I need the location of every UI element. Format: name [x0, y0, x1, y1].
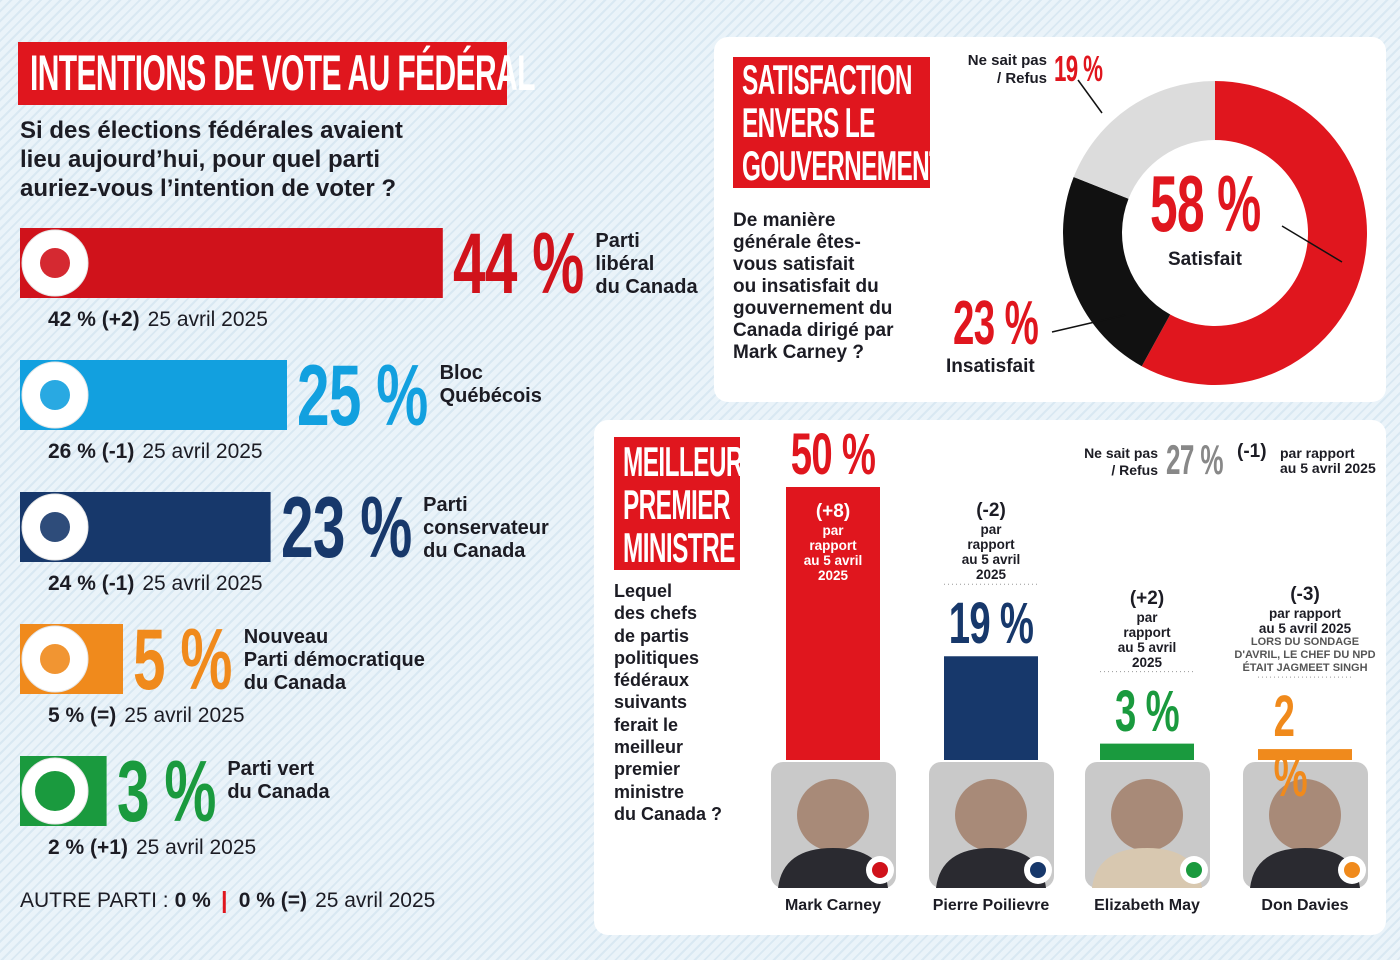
category-label: Parti libéral du Canada — [595, 230, 698, 298]
change-label: (+2) — [1129, 587, 1165, 609]
change-label: (-2) — [976, 500, 1006, 522]
bar — [20, 228, 443, 298]
portrait-head — [1111, 779, 1183, 851]
bar — [1100, 743, 1194, 760]
chart-subtitle: Si des élections fédérales avaient lieu … — [20, 117, 403, 202]
category-label: Nouveau Parti démocratique du Canada — [243, 626, 425, 694]
leader-line — [1051, 314, 1126, 333]
candidate-name: Elizabeth May — [1094, 897, 1200, 914]
portrait-head — [1269, 779, 1341, 851]
party-badge-mark — [872, 862, 888, 878]
title-box — [614, 437, 740, 570]
previous-date: 25 avril 2025 — [124, 704, 245, 727]
value-label: 25 % — [297, 348, 428, 444]
category-label: Parti conservateur du Canada — [423, 494, 549, 562]
party-logo-mark — [40, 512, 70, 542]
portrait-head — [797, 779, 869, 851]
previous-date: 25 avril 2025 — [142, 440, 263, 463]
candidate-name: Pierre Poilievre — [932, 897, 1050, 914]
portrait-head — [955, 779, 1027, 851]
change-label: (+8) — [815, 501, 851, 522]
undecided-value: 27 % — [1166, 436, 1223, 483]
previous-value: 26 % (-1) — [48, 440, 135, 463]
donut-segment — [1073, 81, 1215, 199]
value-label: 50 % — [790, 422, 876, 487]
undecided-label: Ne sait pas / Refus — [1084, 445, 1158, 478]
value-label: 23 % — [953, 289, 1039, 358]
value-label: 23 % — [280, 480, 412, 576]
title-box — [733, 57, 930, 188]
chart-title: MEILLEUR PREMIER MINISTRE — [623, 438, 743, 571]
change-label: (-3) — [1290, 584, 1320, 606]
value-label: 5 % — [133, 612, 232, 708]
value-label: 58 % — [1150, 159, 1261, 248]
undecided-note: par rapport au 5 avril 2025 — [1280, 445, 1376, 476]
other-label: AUTRE PARTI : — [20, 889, 169, 912]
previous-value: 24 % (-1) — [48, 572, 135, 595]
donut-segment — [1141, 81, 1368, 385]
value-label: 19 % — [948, 591, 1034, 657]
title-box — [18, 42, 507, 105]
bar — [944, 656, 1038, 760]
value-label: 44 % — [452, 216, 584, 312]
change-note: par rapport au 5 avril 2025 — [1117, 609, 1177, 670]
party-badge-mark — [1186, 862, 1202, 878]
chart-subtitle: De manière générale êtes- vous satisfait… — [733, 210, 894, 363]
category-label: Bloc Québécois — [439, 362, 542, 407]
change-note: par rapport au 5 avril 2025 — [803, 523, 863, 583]
change-block: (-3) par rapport au 5 avril 2025 LORS DU S… — [1230, 584, 1380, 675]
party-logo-mark — [40, 248, 70, 278]
previous-value: 5 % (=) — [48, 704, 117, 727]
bar — [786, 487, 880, 760]
category-label: Parti vert du Canada — [227, 758, 330, 803]
category-label: Ne sait pas / Refus — [967, 52, 1047, 87]
bar — [1258, 749, 1352, 760]
previous-date: 25 avril 2025 — [147, 308, 268, 331]
portrait-body — [936, 848, 1046, 888]
candidate-name: Mark Carney — [784, 897, 882, 914]
party-logo-mark — [35, 771, 75, 811]
undecided-change: (-1) — [1237, 441, 1267, 462]
chart-subtitle: Lequel des chefs de partis politiques fé… — [614, 581, 723, 824]
change-note: par rapport au 5 avril 2025 — [1258, 606, 1352, 637]
party-badge-mark — [1030, 862, 1046, 878]
category-label: Insatisfait — [946, 356, 1035, 377]
previous-value: 2 % (+1) — [48, 836, 128, 859]
party-logo-mark — [40, 380, 70, 410]
other-previous: 0 % (=) — [238, 889, 308, 912]
portrait-body — [778, 848, 888, 888]
party-badge-mark — [1344, 862, 1360, 878]
chart-title: INTENTIONS DE VOTE AU FÉDÉRAL — [30, 45, 535, 101]
chart-title: SATISFACTION ENVERS LE GOUVERNEMENT — [742, 56, 944, 189]
candidate-name: Don Davies — [1261, 897, 1349, 914]
change-block: (+2) par rapport au 5 avril 2025 — [1072, 588, 1222, 670]
previous-date: 25 avril 2025 — [142, 572, 263, 595]
value-label: 3 % — [116, 744, 216, 840]
change-block: (+8) par rapport au 5 avril 2025 — [758, 501, 908, 583]
change-block: (-2) par rapport au 5 avril 2025 — [916, 500, 1066, 582]
category-label: Satisfait — [1168, 249, 1242, 270]
value-label: 3 % — [1115, 678, 1180, 744]
value-label: 19 % — [1054, 48, 1103, 89]
value-label: 2 % — [1273, 684, 1308, 810]
leader-line — [1281, 225, 1343, 263]
leader-line — [1077, 79, 1103, 114]
previous-date: 25 avril 2025 — [135, 836, 257, 859]
previous-value: 42 % (+2) — [48, 308, 140, 331]
portrait-body — [1250, 848, 1360, 888]
donut-segment — [1063, 177, 1171, 367]
change-note: par rapport au 5 avril 2025 — [961, 522, 1021, 583]
other-date: 25 avril 2025 — [315, 889, 436, 912]
party-logo-mark — [40, 644, 70, 674]
portrait-body — [1092, 848, 1202, 888]
other-value: 0 % — [174, 889, 211, 912]
separator — [222, 891, 226, 913]
footnote: LORS DU SONDAGE D'AVRIL, LE CHEF DU NPD … — [1234, 636, 1376, 675]
